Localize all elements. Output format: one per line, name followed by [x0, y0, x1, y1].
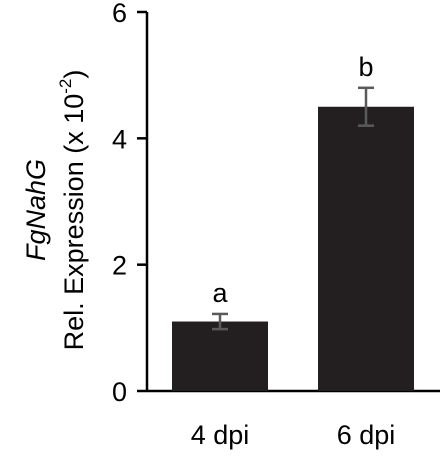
- y-tick-label: 2: [112, 251, 127, 281]
- error-bars: [212, 86, 374, 331]
- error-bar: [212, 312, 228, 331]
- y-tick-label: 4: [112, 124, 127, 154]
- y-axis-title-tail: ): [59, 70, 89, 79]
- bars: [172, 106, 414, 391]
- x-category-label: 6 dpi: [337, 420, 396, 450]
- bar: [318, 106, 414, 391]
- y-tick-label: 6: [112, 0, 127, 28]
- y-axis-title-exponent: -2: [56, 79, 75, 94]
- significance-label: b: [358, 52, 373, 82]
- y-axis-label: FgNahG Rel. Expression (x 10-2): [21, 70, 89, 351]
- error-bar: [358, 86, 374, 127]
- significance-label: a: [212, 278, 228, 308]
- labels: a 4 dpi b 6 dpi: [191, 52, 396, 450]
- x-category-label: 4 dpi: [191, 420, 250, 450]
- y-axis-gene-label: FgNahG: [21, 159, 51, 261]
- y-tick-label: 0: [112, 377, 127, 407]
- y-axis-title: Rel. Expression (x 10-2): [56, 70, 89, 351]
- y-ticks: 0 2 4 6: [112, 0, 147, 407]
- y-axis-title-text: Rel. Expression (x 10: [59, 94, 89, 351]
- bar: [172, 321, 268, 391]
